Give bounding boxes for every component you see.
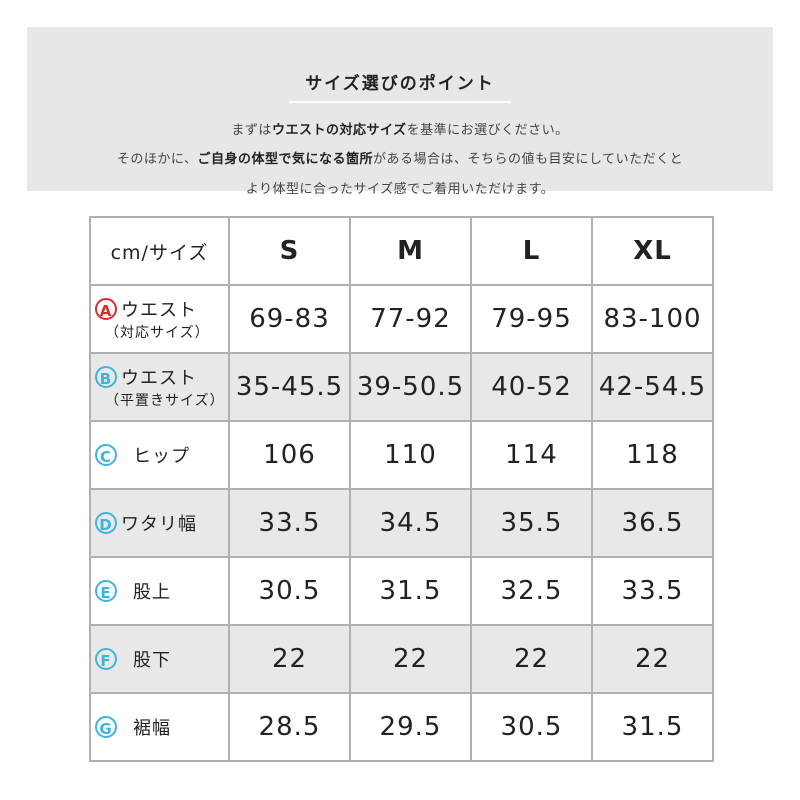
- size-value-m: 34.5: [349, 488, 472, 558]
- size-header-l: L: [470, 216, 593, 286]
- size-value-l: 114: [470, 420, 593, 490]
- size-value-xl: 22: [591, 624, 714, 694]
- size-value-m: 110: [349, 420, 472, 490]
- letter-g-circle-icon: G: [95, 716, 117, 738]
- size-value-l: 32.5: [470, 556, 593, 626]
- size-value-xl: 33.5: [591, 556, 714, 626]
- measurement-name: ワタリ幅: [121, 514, 197, 535]
- measurement-label: C ヒップ: [89, 420, 230, 490]
- size-value-s: 35-45.5: [228, 352, 351, 422]
- size-value-xl: 83-100: [591, 284, 714, 354]
- corner-header: cm/サイズ: [89, 216, 230, 286]
- size-header-m: M: [349, 216, 472, 286]
- measurement-label: D ワタリ幅: [89, 488, 230, 558]
- title-underline: [289, 101, 511, 103]
- size-value-l: 30.5: [470, 692, 593, 762]
- size-value-xl: 118: [591, 420, 714, 490]
- table-row: C ヒップ 106 110 114 118: [89, 420, 714, 490]
- letter-b-circle-icon: B: [95, 366, 117, 388]
- size-header-xl: XL: [591, 216, 714, 286]
- measurement-name: ウエスト: [121, 300, 197, 321]
- size-table: cm/サイズ S M L XL A ウエスト （対応サイズ） 69-83 77-92 79…: [89, 216, 714, 762]
- measurement-name: 股下: [133, 650, 171, 671]
- measurement-name: ウエスト: [121, 368, 197, 389]
- table-row: E 股上 30.5 31.5 32.5 33.5: [89, 556, 714, 626]
- measurement-name: 裾幅: [133, 718, 171, 739]
- size-value-m: 22: [349, 624, 472, 694]
- table-row: A ウエスト （対応サイズ） 69-83 77-92 79-95 83-100: [89, 284, 714, 354]
- size-value-m: 77-92: [349, 284, 472, 354]
- size-value-l: 79-95: [470, 284, 593, 354]
- table-row: B ウエスト （平置きサイズ） 35-45.5 39-50.5 40-52 42-54.5: [89, 352, 714, 422]
- table-row: F 股下 22 22 22 22: [89, 624, 714, 694]
- size-guide-banner: サイズ選びのポイント まずはウエストの対応サイズを基準にお選びください。 そのほ…: [27, 27, 773, 197]
- text-segment: そのほかに、: [116, 152, 198, 167]
- size-value-l: 40-52: [470, 352, 593, 422]
- size-value-s: 22: [228, 624, 351, 694]
- size-value-xl: 42-54.5: [591, 352, 714, 422]
- measurement-note: （対応サイズ）: [105, 325, 210, 341]
- banner-line-1: まずはウエストの対応サイズを基準にお選びください。: [27, 119, 773, 138]
- letter-e-circle-icon: E: [95, 580, 117, 602]
- measurement-name: ヒップ: [133, 446, 190, 467]
- measurement-note: （平置きサイズ）: [105, 393, 225, 409]
- size-value-s: 106: [228, 420, 351, 490]
- size-value-s: 33.5: [228, 488, 351, 558]
- size-value-m: 29.5: [349, 692, 472, 762]
- size-value-xl: 31.5: [591, 692, 714, 762]
- size-value-m: 31.5: [349, 556, 472, 626]
- emphasis-text: ウエストの対応サイズ: [271, 123, 407, 138]
- table-row: G 裾幅 28.5 29.5 30.5 31.5: [89, 692, 714, 762]
- banner-line-3: より体型に合ったサイズ感でご着用いただけます。: [245, 182, 555, 197]
- measurement-label: G 裾幅: [89, 692, 230, 762]
- size-value-l: 35.5: [470, 488, 593, 558]
- size-value-m: 39-50.5: [349, 352, 472, 422]
- size-header-s: S: [228, 216, 351, 286]
- measurement-name: 股上: [133, 582, 171, 603]
- size-value-l: 22: [470, 624, 593, 694]
- letter-d-circle-icon: D: [95, 512, 117, 534]
- size-value-s: 30.5: [228, 556, 351, 626]
- measurement-label: A ウエスト （対応サイズ）: [89, 284, 230, 354]
- letter-a-circle-icon: A: [95, 298, 117, 320]
- banner-title: サイズ選びのポイント: [305, 74, 495, 94]
- table-header-row: cm/サイズ S M L XL: [89, 216, 714, 286]
- text-segment: を基準にお選びください。: [406, 123, 569, 138]
- measurement-label: E 股上: [89, 556, 230, 626]
- measurement-label: B ウエスト （平置きサイズ）: [89, 352, 230, 422]
- letter-f-circle-icon: F: [95, 648, 117, 670]
- size-value-s: 28.5: [228, 692, 351, 762]
- measurement-label: F 股下: [89, 624, 230, 694]
- size-value-s: 69-83: [228, 284, 351, 354]
- text-segment: がある場合は、そちらの値も目安にしていただくと: [373, 152, 684, 167]
- letter-c-circle-icon: C: [95, 444, 117, 466]
- banner-line-2: そのほかに、ご自身の体型で気になる箇所がある場合は、そちらの値も目安にしていただ…: [27, 148, 773, 167]
- emphasis-text: ご自身の体型で気になる箇所: [197, 152, 373, 167]
- size-value-xl: 36.5: [591, 488, 714, 558]
- text-segment: まずは: [231, 123, 272, 138]
- table-row: D ワタリ幅 33.5 34.5 35.5 36.5: [89, 488, 714, 558]
